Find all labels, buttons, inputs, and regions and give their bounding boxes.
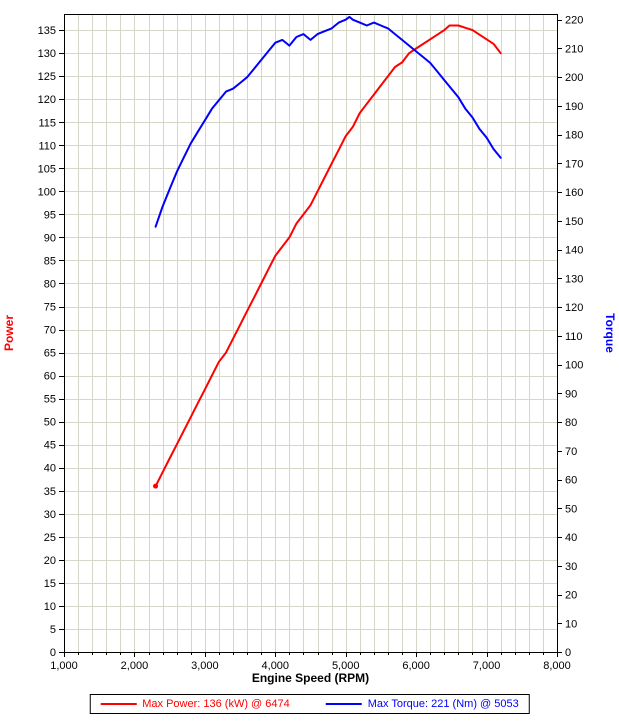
left-tick-label: 5: [50, 624, 56, 636]
right-tick-label: 170: [565, 158, 583, 170]
left-tick-label: 15: [44, 578, 56, 590]
left-tick-label: 0: [50, 647, 56, 659]
left-tick-label: 95: [44, 209, 56, 221]
left-tick-label: 25: [44, 532, 56, 544]
left-tick-label: 50: [44, 417, 56, 429]
left-tick-label: 125: [38, 71, 56, 83]
x-tick-label: 1,000: [50, 660, 78, 672]
chart-legend: Max Power: 136 (kW) @ 6474 Max Torque: 2…: [89, 694, 530, 714]
right-tick-label: 10: [565, 618, 577, 630]
right-tick-label: 0: [565, 647, 571, 659]
max-torque-label: Max Torque: 221 (Nm) @ 5053: [367, 698, 519, 710]
torque-axis-label: Torque: [603, 313, 617, 353]
left-tick-label: 40: [44, 463, 56, 475]
legend-item-power: Max Power: 136 (kW) @ 6474: [100, 698, 290, 710]
right-tick-label: 150: [565, 216, 583, 228]
left-tick-label: 55: [44, 394, 56, 406]
left-tick-label: 10: [44, 601, 56, 613]
right-tick-label: 70: [565, 446, 577, 458]
left-tick-label: 100: [38, 186, 56, 198]
power-axis-label: Power: [2, 314, 17, 352]
right-tick-label: 110: [565, 331, 583, 343]
plot-border: [64, 14, 558, 653]
torque-line-sample: [325, 703, 362, 705]
left-tick-label: 20: [44, 555, 56, 567]
power-curve: [154, 24, 502, 488]
right-tick-label: 210: [565, 43, 583, 55]
left-tick-label: 70: [44, 325, 56, 337]
left-tick-label: 30: [44, 509, 56, 521]
right-axis-title: Torque: [599, 14, 619, 652]
left-tick-label: 120: [38, 94, 56, 106]
left-tick-label: 65: [44, 348, 56, 360]
x-tick-label: 7,000: [473, 660, 501, 672]
right-tick-label: 200: [565, 72, 583, 84]
left-tick-label: 110: [38, 140, 56, 152]
left-tick-label: 75: [44, 302, 56, 314]
left-axis-title: Power: [0, 14, 20, 652]
power-line-sample: [100, 703, 137, 705]
left-tick-label: 115: [38, 117, 56, 129]
right-tick-label: 60: [565, 475, 577, 487]
legend-item-torque: Max Torque: 221 (Nm) @ 5053: [325, 698, 519, 710]
left-tick-label: 85: [44, 255, 56, 267]
right-tick-label: 100: [565, 360, 583, 372]
plot-canvas: 1,000 2,000 3,000 4,000 5,000 6,000 7,000 8,000…: [38, 14, 583, 672]
right-tick-label: 90: [565, 388, 577, 400]
x-tick-label: 8,000: [543, 660, 571, 672]
left-tick-label: 35: [44, 486, 56, 498]
right-tick-label: 120: [565, 302, 583, 314]
max-power-label: Max Power: 136 (kW) @ 6474: [142, 698, 290, 710]
right-tick-label: 40: [565, 532, 577, 544]
left-tick-label: 45: [44, 440, 56, 452]
left-tick-label: 130: [38, 48, 56, 60]
power-start-marker: [153, 483, 159, 489]
right-tick-label: 30: [565, 561, 577, 573]
x-tick-label: 2,000: [121, 660, 149, 672]
torque-curve: [154, 15, 502, 228]
right-tick-label: 220: [565, 15, 583, 27]
x-axis-title: Engine Speed (RPM): [251, 671, 370, 685]
x-tick-label: 4,000: [262, 660, 290, 672]
right-tick-label: 140: [565, 245, 583, 257]
left-tick-label: 135: [38, 25, 56, 37]
left-tick-label: 80: [44, 278, 56, 290]
x-tick-label: 6,000: [402, 660, 430, 672]
right-tick-label: 80: [565, 417, 577, 429]
right-tick-label: 50: [565, 503, 577, 515]
right-tick-label: 180: [565, 130, 583, 142]
left-tick-label: 90: [44, 232, 56, 244]
left-tick-label: 105: [38, 163, 56, 175]
x-tick-label: 5,000: [332, 660, 360, 672]
x-tick-label: 3,000: [191, 660, 219, 672]
right-tick-label: 160: [565, 187, 583, 199]
left-tick-label: 60: [44, 371, 56, 383]
right-tick-label: 190: [565, 101, 583, 113]
right-tick-label: 130: [565, 273, 583, 285]
right-tick-label: 20: [565, 590, 577, 602]
